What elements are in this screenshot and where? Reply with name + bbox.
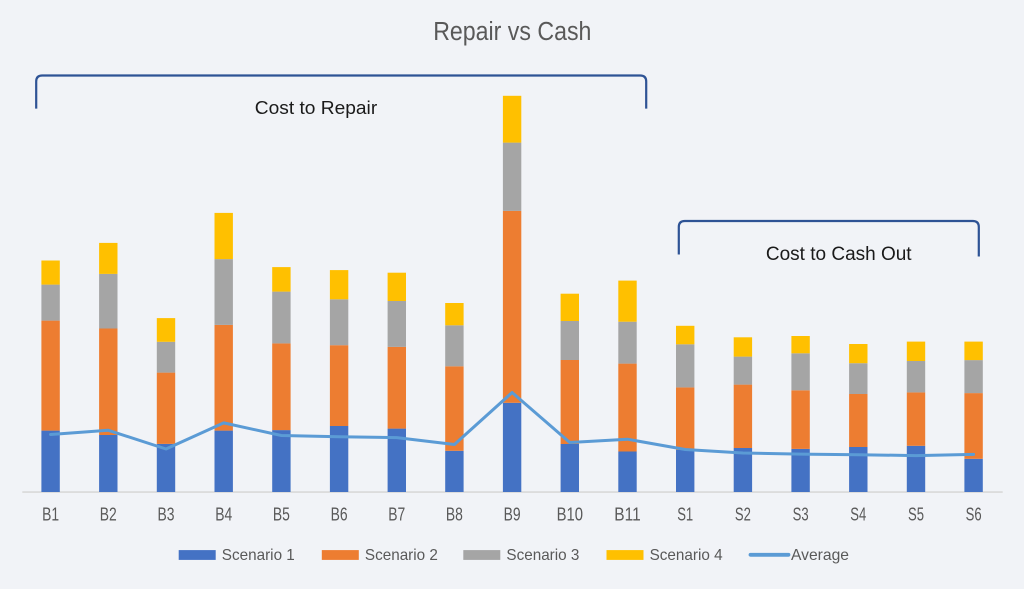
svg-text:Repair vs Cash: Repair vs Cash — [433, 16, 591, 46]
svg-text:B11: B11 — [614, 505, 640, 525]
svg-text:B5: B5 — [273, 505, 290, 525]
svg-text:B9: B9 — [504, 505, 521, 525]
svg-text:Scenario 3: Scenario 3 — [506, 547, 579, 564]
svg-text:S4: S4 — [850, 505, 866, 525]
svg-text:B6: B6 — [331, 505, 348, 525]
svg-text:Scenario 4: Scenario 4 — [650, 547, 723, 564]
svg-text:B8: B8 — [446, 505, 463, 525]
svg-text:B10: B10 — [557, 505, 583, 525]
svg-text:S1: S1 — [677, 505, 693, 525]
svg-text:S2: S2 — [735, 505, 751, 525]
svg-text:S5: S5 — [908, 505, 924, 525]
svg-text:B7: B7 — [388, 505, 405, 525]
svg-text:S3: S3 — [793, 505, 809, 525]
svg-text:B3: B3 — [158, 505, 175, 525]
svg-text:Cost to Cash Out: Cost to Cash Out — [766, 244, 912, 265]
svg-text:B4: B4 — [215, 505, 232, 525]
svg-text:Scenario 2: Scenario 2 — [365, 547, 438, 564]
svg-text:B1: B1 — [42, 505, 59, 525]
svg-text:S6: S6 — [966, 505, 982, 525]
svg-text:B2: B2 — [100, 505, 117, 525]
svg-text:Cost to Repair: Cost to Repair — [255, 97, 377, 118]
svg-text:Average: Average — [791, 547, 849, 564]
svg-text:Scenario 1: Scenario 1 — [222, 547, 295, 564]
